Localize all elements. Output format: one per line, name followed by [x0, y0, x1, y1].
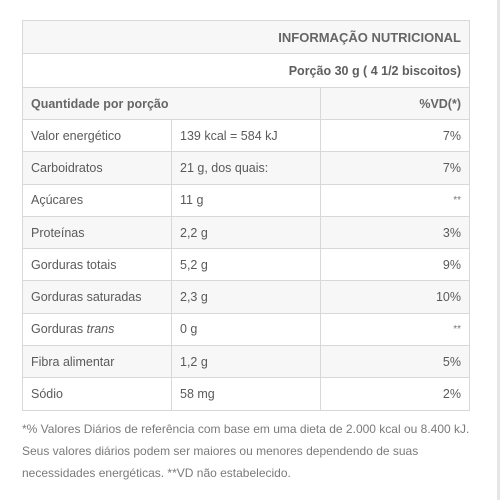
nutrient-vd: 3% [320, 215, 470, 250]
portion-row: Porção 30 g ( 4 1/2 biscoitos) [22, 53, 470, 88]
nutrient-vd: 5% [320, 345, 470, 379]
table-row: Valor energético 139 kcal = 584 kJ 7% [22, 118, 470, 153]
table-row: Proteínas 2,2 g 3% [22, 215, 470, 250]
nutrient-name: Gorduras totais [22, 248, 172, 282]
nutrient-amount: 5,2 g [171, 248, 321, 282]
table-title: INFORMAÇÃO NUTRICIONAL [22, 20, 470, 54]
table-row: Açúcares 11 g ** [22, 183, 470, 217]
nutrient-name: Sódio [22, 377, 172, 411]
nutrient-vd: 7% [320, 118, 470, 153]
table-title-row: INFORMAÇÃO NUTRICIONAL [22, 20, 470, 54]
nutrition-table-container: INFORMAÇÃO NUTRICIONAL Porção 30 g ( 4 1… [22, 20, 470, 411]
table-row: Carboidratos 21 g, dos quais: 7% [22, 151, 470, 185]
nutrient-vd: ** [320, 312, 470, 347]
nutrition-table: INFORMAÇÃO NUTRICIONAL Porção 30 g ( 4 1… [22, 20, 470, 411]
nutrient-vd: 2% [320, 377, 470, 411]
table-row: Fibra alimentar 1,2 g 5% [22, 345, 470, 379]
nutrient-vd: 9% [320, 248, 470, 282]
page-edge-strip [497, 0, 500, 500]
table-row: Gorduras totais 5,2 g 9% [22, 248, 470, 282]
table-row: Gorduras saturadas 2,3 g 10% [22, 280, 470, 314]
table-row: Gorduras trans 0 g ** [22, 312, 470, 347]
column-header-row: Quantidade por porção %VD(*) [22, 87, 470, 120]
nutrient-name: Açúcares [22, 183, 172, 217]
nutrient-amount: 139 kcal = 584 kJ [171, 118, 321, 153]
nutrient-amount: 2,3 g [171, 280, 321, 314]
nutrient-name-text: Gorduras [31, 322, 84, 337]
nutrient-vd: 10% [320, 280, 470, 314]
nutrient-amount: 0 g [171, 312, 321, 347]
nutrient-vd: 7% [320, 151, 470, 185]
nutrient-name: Carboidratos [22, 151, 172, 185]
table-row: Sódio 58 mg 2% [22, 377, 470, 411]
nutrient-amount: 2,2 g [171, 215, 321, 250]
nutrient-name: Gorduras saturadas [22, 280, 172, 314]
footnote: *% Valores Diários de referência com bas… [22, 422, 470, 480]
nutrient-amount: 11 g [171, 183, 321, 217]
nutrient-name: Valor energético [22, 118, 172, 153]
nutrient-amount: 21 g, dos quais: [171, 151, 321, 185]
nutrient-name: Gorduras trans [22, 312, 172, 347]
nutrient-amount: 58 mg [171, 377, 321, 411]
nutrient-name: Proteínas [22, 215, 172, 250]
nutrient-vd: ** [320, 183, 470, 217]
nutrient-name-italic: trans [86, 322, 115, 337]
column-header-quantity: Quantidade por porção [22, 87, 321, 120]
nutrient-amount: 1,2 g [171, 345, 321, 379]
column-header-vd: %VD(*) [320, 87, 470, 120]
portion-size: Porção 30 g ( 4 1/2 biscoitos) [22, 53, 470, 88]
nutrient-name: Fibra alimentar [22, 345, 172, 379]
